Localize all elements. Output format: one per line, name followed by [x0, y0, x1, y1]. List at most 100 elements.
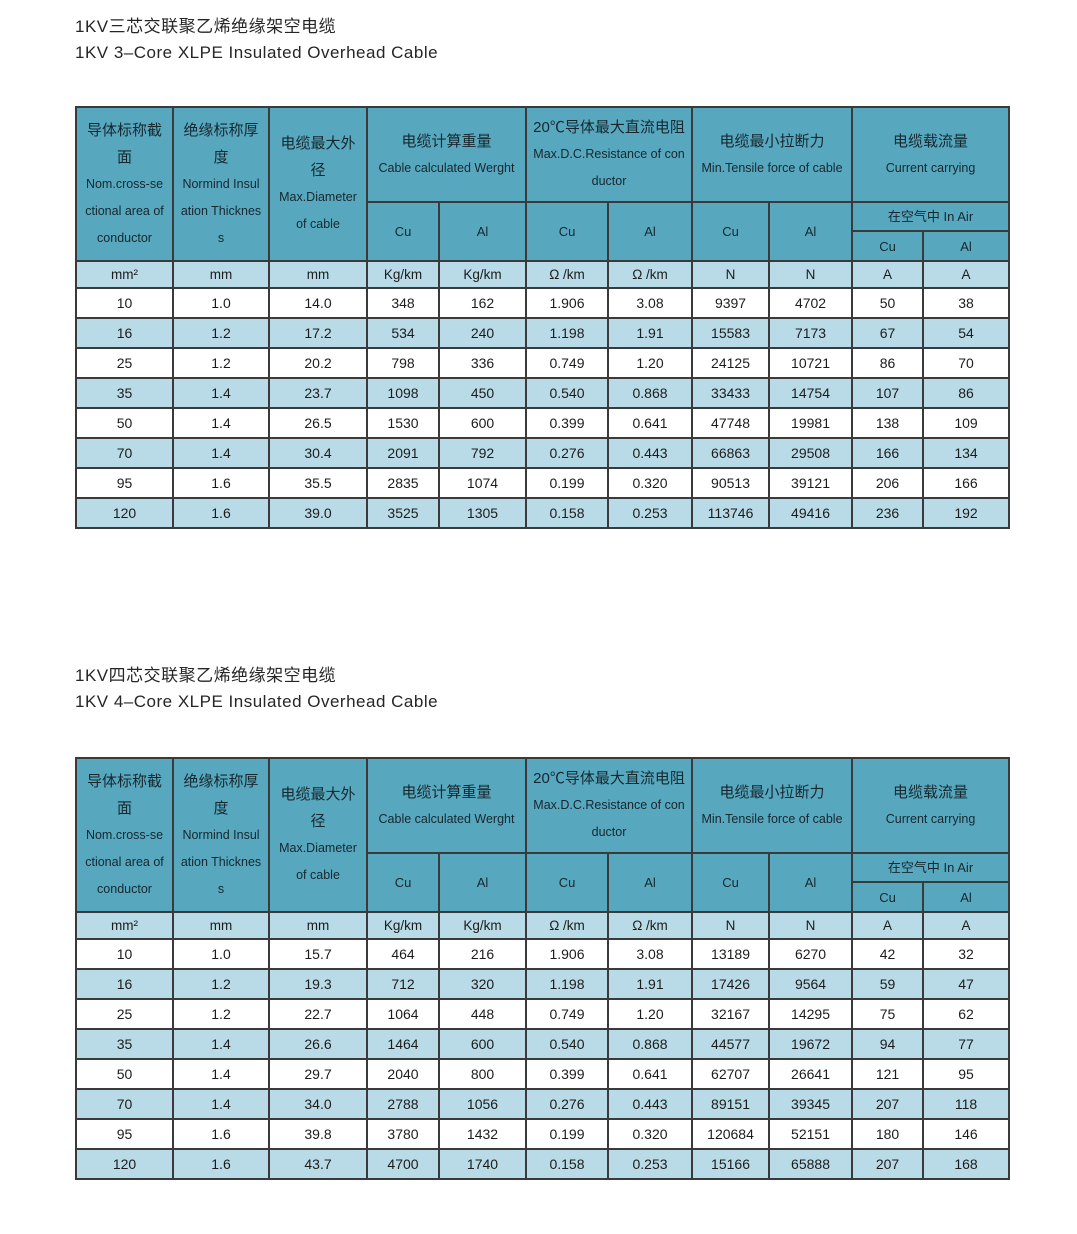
data-cell: 62707 — [691, 1058, 771, 1090]
data-cell: 4700 — [366, 1148, 440, 1180]
al-label: Al — [804, 875, 817, 890]
data-cell: 1.6 — [172, 1118, 270, 1150]
data-cell: 0.443 — [606, 437, 694, 469]
data-cell: 600 — [438, 407, 527, 439]
data-cell: 1.0 — [172, 938, 270, 970]
data-cell: 1064 — [366, 998, 440, 1030]
data-cell: 2788 — [366, 1088, 440, 1120]
section-3core: 1KV三芯交联聚乙烯绝缘架空电缆 1KV 3–Core XLPE Insulat… — [75, 14, 1077, 529]
data-cell: 0.158 — [525, 1148, 609, 1180]
data-cell: 9564 — [768, 968, 854, 1000]
data-cell: 89151 — [691, 1088, 771, 1120]
data-cell: 0.399 — [525, 407, 609, 439]
cu-label: Cu — [722, 875, 739, 890]
group-header-resistance-en: Max.D.C.Resistance of conductor — [533, 147, 685, 188]
data-cell: 19981 — [768, 407, 854, 439]
unit-cell: mm — [268, 911, 368, 940]
data-cell: 0.199 — [525, 467, 609, 499]
subheader-tensile-cu: Cu — [691, 201, 771, 262]
data-cell: 52151 — [768, 1118, 854, 1150]
data-cell: 47748 — [691, 407, 771, 439]
data-cell: 15166 — [691, 1148, 771, 1180]
col-header-diameter-cn: 电缆最大外径 — [280, 135, 356, 179]
data-row: 10 1.0 14.0 348 162 1.906 3.08 9397 4702 50 38 — [75, 287, 1011, 319]
col-header-insulation-en: Normind Insulation Thickness — [180, 827, 262, 896]
data-cell: 1464 — [366, 1028, 440, 1060]
unit-cell: Kg/km — [366, 260, 440, 289]
subheader-weight-al: Al — [438, 852, 527, 913]
data-cell: 23.7 — [268, 377, 368, 409]
data-cell: 0.253 — [606, 1148, 694, 1180]
data-cell: 450 — [438, 377, 527, 409]
data-cell: 1.20 — [606, 347, 694, 379]
data-cell: 600 — [438, 1028, 527, 1060]
subheader-in-air: 在空气中 In Air — [851, 852, 1011, 883]
data-row: 95 1.6 35.5 2835 1074 0.199 0.320 90513 39121 206… — [75, 467, 1011, 499]
unit-cell: A — [922, 911, 1011, 940]
data-cell: 50 — [75, 407, 174, 439]
data-cell: 16 — [75, 968, 174, 1000]
data-cell: 16 — [75, 317, 174, 349]
col-header-insulation-cn: 绝缘标称厚度 — [183, 772, 259, 817]
data-cell: 1.198 — [525, 968, 609, 1000]
table-header: 导体标称截面 Nom.cross-sectional area of condu… — [75, 757, 1011, 913]
title-en-4core: 1KV 4–Core XLPE Insulated Overhead Cable — [75, 692, 439, 711]
header-row-subgroups: Cu Al Cu Al Cu Al 在空气中 In Air — [76, 201, 1011, 262]
units-row: mm² mm mm Kg/km Kg/km Ω /km Ω /km N N A A — [75, 260, 1011, 289]
data-cell: 15583 — [691, 317, 771, 349]
data-cell: 62 — [922, 998, 1011, 1030]
subheader-weight-cu: Cu — [366, 201, 440, 262]
data-cell: 77 — [922, 1028, 1011, 1060]
data-cell: 166 — [922, 467, 1011, 499]
data-cell: 192 — [922, 497, 1011, 529]
group-header-current-en: Current carrying — [885, 160, 976, 175]
subheader-resistance-cu: Cu — [525, 852, 609, 913]
data-cell: 20.2 — [268, 347, 368, 379]
data-cell: 1.0 — [172, 287, 270, 319]
data-cell: 34.0 — [268, 1088, 368, 1120]
data-cell: 95 — [75, 467, 174, 499]
unit-cell: Ω /km — [606, 260, 694, 289]
data-cell: 1.198 — [525, 317, 609, 349]
group-header-tensile: 电缆最小拉断力 Min.Tensile force of cable — [691, 106, 854, 203]
unit-cell: A — [922, 260, 1011, 289]
header-row-current-cual: Cu Al — [76, 230, 1011, 262]
data-row: 35 1.4 26.6 1464 600 0.540 0.868 44577 19672 94 77 — [75, 1028, 1011, 1060]
al-label: Al — [476, 224, 489, 239]
data-cell: 138 — [851, 407, 925, 439]
data-cell: 6270 — [768, 938, 854, 970]
group-header-current-cn: 电缆载流量 — [893, 783, 969, 801]
unit-cell: N — [768, 911, 854, 940]
data-cell: 3525 — [366, 497, 440, 529]
data-row: 25 1.2 22.7 1064 448 0.749 1.20 32167 14295 75 62 — [75, 998, 1011, 1030]
data-cell: 1740 — [438, 1148, 527, 1180]
data-row: 70 1.4 34.0 2788 1056 0.276 0.443 89151 39345 207… — [75, 1088, 1011, 1120]
group-header-weight-cn: 电缆计算重量 — [401, 132, 492, 150]
data-cell: 2091 — [366, 437, 440, 469]
data-cell: 0.158 — [525, 497, 609, 529]
al-label: Al — [644, 875, 656, 890]
group-header-weight: 电缆计算重量 Cable calculated Werght — [366, 757, 527, 854]
unit-cell: A — [851, 911, 925, 940]
title-cn-3core: 1KV三芯交联聚乙烯绝缘架空电缆 — [75, 17, 337, 36]
cu-label: Cu — [558, 875, 576, 890]
group-header-weight: 电缆计算重量 Cable calculated Werght — [366, 106, 527, 203]
data-cell: 0.199 — [525, 1118, 609, 1150]
data-cell: 1530 — [366, 407, 440, 439]
subheader-current-al: Al — [922, 881, 1011, 913]
group-header-tensile-cn: 电缆最小拉断力 — [719, 783, 825, 801]
unit-cell: N — [768, 260, 854, 289]
data-cell: 17.2 — [268, 317, 368, 349]
data-cell: 146 — [922, 1118, 1011, 1150]
data-cell: 0.749 — [525, 998, 609, 1030]
data-cell: 10 — [75, 938, 174, 970]
data-cell: 0.868 — [606, 377, 694, 409]
col-header-diameter-cn: 电缆最大外径 — [280, 786, 356, 830]
data-cell: 0.868 — [606, 1028, 694, 1060]
data-cell: 0.276 — [525, 1088, 609, 1120]
data-cell: 17426 — [691, 968, 771, 1000]
data-cell: 118 — [922, 1088, 1011, 1120]
data-cell: 1.6 — [172, 1148, 270, 1180]
data-cell: 109 — [922, 407, 1011, 439]
data-cell: 1.20 — [606, 998, 694, 1030]
